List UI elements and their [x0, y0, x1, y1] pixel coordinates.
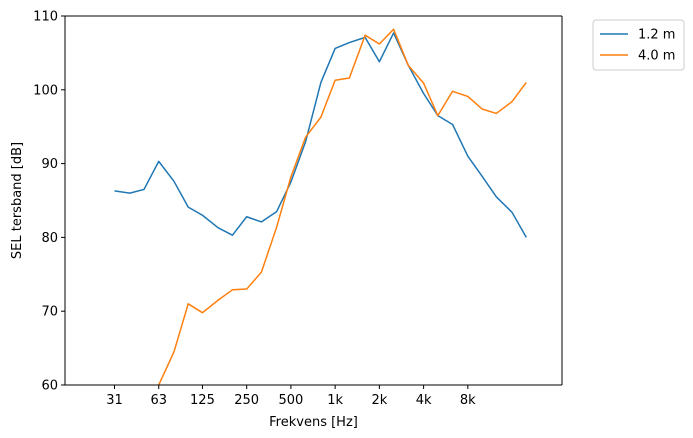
legend: 1.2 m 4.0 m — [592, 19, 685, 71]
y-tick-label: 110 — [33, 10, 58, 25]
series-line-4-0m — [158, 28, 527, 385]
series-line-1-2m — [114, 32, 527, 238]
y-tick-label: 70 — [41, 305, 58, 320]
x-tick-label: 1k — [327, 393, 343, 408]
legend-box — [592, 19, 685, 71]
x-tick-label: 8k — [460, 393, 476, 408]
x-tick-label: 2k — [371, 393, 387, 408]
y-axis-label: SEL tersband [dB] — [10, 142, 25, 259]
x-tick-label: 63 — [150, 393, 167, 408]
series-layer — [114, 28, 527, 385]
x-axis-ticks: 31 63 125 250 500 1k 2k 4k 8k — [106, 385, 476, 408]
legend-label: 4.0 m — [638, 49, 675, 64]
y-tick-label: 60 — [41, 379, 58, 394]
y-tick-label: 80 — [41, 231, 58, 246]
y-tick-label: 100 — [33, 83, 58, 98]
legend-label: 1.2 m — [638, 28, 675, 43]
x-tick-label: 31 — [106, 393, 123, 408]
y-tick-label: 90 — [41, 157, 58, 172]
x-axis-label: Frekvens [Hz] — [269, 415, 358, 430]
axes-frame — [64, 15, 563, 386]
x-tick-label: 500 — [278, 393, 303, 408]
x-tick-label: 250 — [234, 393, 259, 408]
x-tick-label: 125 — [190, 393, 215, 408]
x-tick-label: 4k — [416, 393, 432, 408]
plot-area — [65, 16, 562, 385]
y-axis-ticks: 60 70 80 90 100 110 — [33, 10, 65, 394]
